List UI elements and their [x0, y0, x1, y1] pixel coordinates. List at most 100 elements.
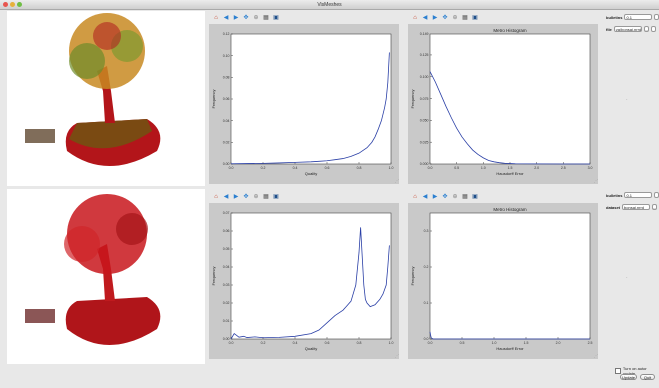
- x-tick-label: 2.5: [588, 341, 593, 345]
- home-icon[interactable]: ⌂: [212, 193, 220, 201]
- x-tick-label: 0.5: [454, 166, 459, 170]
- back-icon[interactable]: ◀: [222, 193, 230, 201]
- subplots-icon[interactable]: ▦: [262, 193, 270, 201]
- y-tick-label: 0.12: [223, 32, 230, 36]
- x-tick-label: 0.4: [293, 166, 298, 170]
- subplots-icon[interactable]: ▦: [461, 14, 469, 22]
- control-label: file: [606, 27, 612, 32]
- x-axis-label: Hausdorff Error: [496, 171, 524, 176]
- y-tick-label: 0.0: [424, 337, 429, 341]
- spin-arrows[interactable]: [654, 14, 659, 20]
- threshold-spinbox[interactable]: 0.1: [624, 14, 652, 20]
- controls-bottom-first: bulletins 0.1: [606, 192, 659, 198]
- plot-toolbar-top-right: ⌂ ◀ ▶ ✥ ⊕ ▦ ▣: [411, 13, 479, 23]
- x-tick-label: 3.0: [588, 166, 593, 170]
- zoom-icon[interactable]: ⊕: [252, 14, 260, 22]
- y-tick-label: 0.01: [223, 319, 230, 323]
- control-label: bulletins: [606, 193, 622, 198]
- pan-icon[interactable]: ✥: [441, 14, 449, 22]
- zoom-icon[interactable]: ⊕: [451, 14, 459, 22]
- forward-icon[interactable]: ▶: [232, 14, 240, 22]
- file-field[interactable]: va/bonsai.nrrd: [614, 26, 642, 32]
- x-tick-label: 0.5: [460, 341, 465, 345]
- home-icon[interactable]: ⌂: [212, 14, 220, 22]
- y-tick-label: 0.05: [223, 247, 230, 251]
- quality-histogram-top: 0.0 0.2 0.4 0.6 0.8 1.0 0.00 0.02 0.04 0.06 0.08 0.…: [209, 24, 399, 184]
- save-icon[interactable]: ▣: [272, 14, 280, 22]
- subplots-icon[interactable]: ▦: [262, 14, 270, 22]
- quit-button[interactable]: Quit: [640, 374, 655, 380]
- y-axis-label: Frequency: [211, 267, 216, 286]
- subplots-icon[interactable]: ▦: [461, 193, 469, 201]
- dataset-select[interactable]: bonsai.nrrd: [622, 204, 650, 210]
- zoom-icon[interactable]: ⊕: [252, 193, 260, 201]
- x-tick-label: 2.5: [561, 166, 566, 170]
- back-icon[interactable]: ◀: [421, 193, 429, 201]
- splitter-handle[interactable]: -: [626, 96, 627, 101]
- pan-icon[interactable]: ✥: [242, 14, 250, 22]
- forward-icon[interactable]: ▶: [431, 193, 439, 201]
- y-tick-label: 0.149: [420, 32, 429, 36]
- x-tick-label: 0.0: [229, 341, 234, 345]
- y-tick-label: 0.04: [223, 265, 230, 269]
- x-tick-label: 0.0: [428, 166, 433, 170]
- x-tick-label: 0.0: [229, 166, 234, 170]
- mesh-view-bottom[interactable]: [7, 189, 205, 364]
- chart-title: Metro Histogram: [493, 207, 527, 212]
- y-tick-label: 0.07: [223, 211, 230, 215]
- spin-arrows[interactable]: [654, 192, 659, 198]
- y-tick-label: 0.06: [223, 229, 230, 233]
- pan-icon[interactable]: ✥: [242, 193, 250, 201]
- save-icon[interactable]: ▣: [272, 193, 280, 201]
- x-axis-label: Hausdorff Error: [496, 346, 524, 351]
- browse-button[interactable]: ...: [644, 26, 649, 32]
- plot-area: [231, 213, 391, 339]
- forward-icon[interactable]: ▶: [431, 14, 439, 22]
- home-icon[interactable]: ⌂: [411, 14, 419, 22]
- quality-histogram-bottom: 0.0 0.2 0.4 0.6 0.8 1.0 0.00 0.01 0.02 0.03 0.04 0.…: [209, 203, 399, 359]
- threshold-spinbox[interactable]: 0.1: [624, 192, 652, 198]
- update-button[interactable]: Update: [620, 374, 637, 380]
- forward-icon[interactable]: ▶: [232, 193, 240, 201]
- plot-toolbar-bottom-left: ⌂ ◀ ▶ ✥ ⊕ ▦ ▣: [212, 192, 280, 202]
- plot-area: [430, 213, 590, 339]
- y-tick-label: 0.075: [420, 97, 429, 101]
- browse-button[interactable]: ...: [652, 204, 657, 210]
- plot-area: [231, 34, 391, 164]
- y-tick-label: 0.125: [420, 53, 429, 57]
- resize-grip-icon[interactable]: ⋰: [395, 178, 399, 183]
- x-tick-label: 0.8: [357, 341, 362, 345]
- resize-grip-icon[interactable]: ⋰: [395, 353, 399, 358]
- metro-histogram-bottom: Metro Histogram0.0 0.5 1.0 1.5 2.0 2.50.00.10…: [408, 203, 598, 359]
- back-icon[interactable]: ◀: [222, 14, 230, 22]
- y-tick-label: 0.06: [223, 97, 230, 101]
- save-icon[interactable]: ▣: [471, 193, 479, 201]
- y-tick-label: 0.00: [223, 337, 230, 341]
- x-tick-label: 2.0: [556, 341, 561, 345]
- controls-top-second: file va/bonsai.nrrd ...: [606, 26, 656, 32]
- pan-icon[interactable]: ✥: [441, 193, 449, 201]
- x-tick-label: 1.0: [389, 166, 394, 170]
- bonsai-red-render: [7, 189, 205, 364]
- spin-arrows[interactable]: [651, 26, 656, 32]
- y-tick-label: 0.03: [223, 283, 230, 287]
- x-tick-label: 0.0: [428, 341, 433, 345]
- x-tick-label: 0.8: [357, 166, 362, 170]
- resize-grip-icon[interactable]: ⋰: [594, 353, 598, 358]
- back-icon[interactable]: ◀: [421, 14, 429, 22]
- auto-update-checkbox[interactable]: [615, 368, 621, 374]
- mesh-view-top[interactable]: [7, 11, 205, 186]
- x-tick-label: 1.5: [524, 341, 529, 345]
- y-tick-label: 0.02: [223, 301, 230, 305]
- x-axis-label: Quality: [305, 171, 317, 176]
- save-icon[interactable]: ▣: [471, 14, 479, 22]
- y-tick-label: 0.08: [223, 76, 230, 80]
- resize-grip-icon[interactable]: ⋰: [594, 178, 598, 183]
- zoom-icon[interactable]: ⊕: [451, 193, 459, 201]
- y-tick-label: 0.100: [420, 75, 429, 79]
- control-label: dataset: [606, 205, 620, 210]
- x-tick-label: 0.6: [325, 166, 330, 170]
- y-axis-label: Frequency: [410, 90, 415, 109]
- splitter-handle[interactable]: -: [626, 274, 627, 279]
- home-icon[interactable]: ⌂: [411, 193, 419, 201]
